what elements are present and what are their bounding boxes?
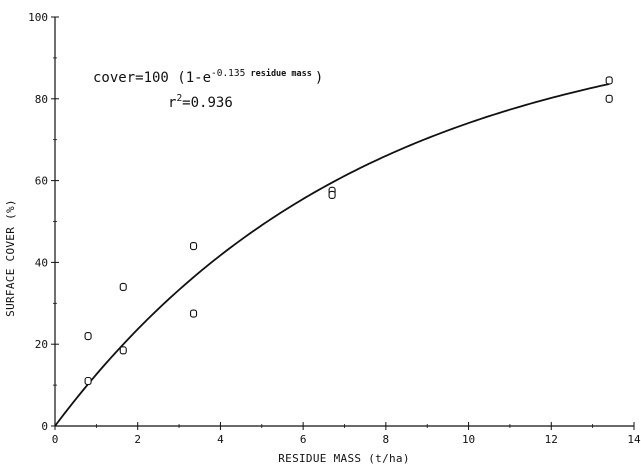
x-tick-label: 12 [545, 433, 558, 446]
r-squared: r2=0.936 [168, 93, 233, 111]
data-points [84, 76, 613, 386]
fit-equation-exponent-term: residue mass [250, 68, 311, 79]
fit-equation-main: cover=100 (1-e [93, 70, 211, 86]
y-tick-label: 20 [35, 338, 48, 351]
tick-labels: 0 2 4 6 8 10 12 14 0 20 40 60 80 100 [28, 11, 641, 446]
fit-equation-exponent: -0.135 [211, 68, 245, 79]
fit-equation-close: ) [315, 70, 323, 86]
y-axis-title: SURFACE COVER (%) [4, 199, 17, 317]
y-tick-label: 80 [35, 93, 48, 106]
data-point [119, 346, 127, 355]
data-point [84, 376, 92, 386]
data-point [189, 309, 198, 318]
y-tick-label: 40 [35, 256, 48, 269]
x-tick-label: 4 [217, 433, 224, 446]
data-point [119, 282, 127, 291]
y-tick-label: 60 [35, 175, 48, 188]
data-point [328, 190, 336, 199]
data-point [84, 331, 92, 341]
x-tick-label: 14 [627, 433, 641, 446]
y-tick-label: 0 [41, 420, 48, 433]
x-tick-label: 10 [462, 433, 475, 446]
x-tick-label: 0 [52, 433, 59, 446]
fit-equation: cover=100 (1-e-0.135 residue mass) [93, 68, 323, 86]
x-tick-label: 8 [383, 433, 390, 446]
data-point [189, 241, 198, 251]
r-squared-superscript: 2 [176, 93, 182, 104]
r-squared-value: =0.936 [182, 95, 233, 111]
fit-curve [54, 83, 610, 427]
x-axis-title: RESIDUE MASS (t/ha) [278, 452, 410, 465]
data-point [605, 76, 613, 85]
x-tick-label: 2 [134, 433, 141, 446]
r-squared-symbol: r [168, 95, 176, 111]
x-tick-label: 6 [300, 433, 307, 446]
y-tick-label: 100 [28, 11, 48, 24]
data-point [605, 94, 613, 103]
